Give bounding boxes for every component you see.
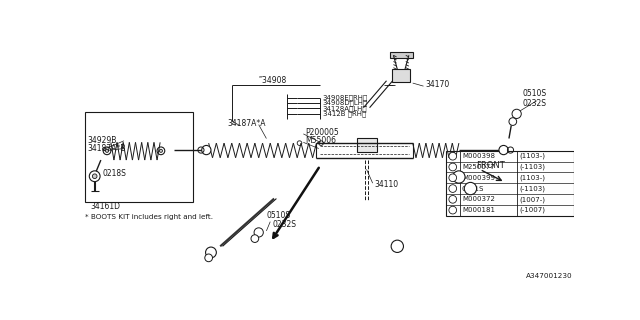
- Text: 34187A*B: 34187A*B: [88, 144, 126, 153]
- Circle shape: [512, 109, 521, 118]
- Text: 1: 1: [451, 208, 454, 212]
- Text: (-1103): (-1103): [520, 185, 546, 192]
- Bar: [390, 52, 413, 59]
- Text: 3: 3: [451, 164, 455, 170]
- Circle shape: [464, 182, 477, 195]
- Bar: [392, 69, 410, 82]
- Circle shape: [452, 171, 465, 183]
- Text: (-1007): (-1007): [520, 207, 546, 213]
- Circle shape: [449, 206, 456, 214]
- Circle shape: [90, 171, 100, 182]
- Circle shape: [159, 149, 163, 152]
- Circle shape: [205, 254, 212, 262]
- Text: P200005: P200005: [305, 128, 339, 137]
- Circle shape: [449, 163, 456, 171]
- Text: 34170: 34170: [426, 80, 450, 89]
- Text: 34161D: 34161D: [91, 202, 121, 211]
- Circle shape: [449, 196, 456, 203]
- Text: (-1103): (-1103): [520, 164, 546, 170]
- Circle shape: [92, 174, 97, 179]
- Text: 34128A〈LH〉: 34128A〈LH〉: [323, 105, 367, 112]
- Text: M55006: M55006: [305, 136, 336, 145]
- Bar: [86, 112, 193, 203]
- Text: A347001230: A347001230: [526, 273, 573, 278]
- Circle shape: [254, 228, 263, 237]
- Text: 34929B: 34929B: [88, 136, 117, 145]
- Text: 2: 2: [468, 184, 473, 193]
- Text: 0232S: 0232S: [522, 99, 546, 108]
- Text: 0101S: 0101S: [462, 186, 484, 192]
- Text: M000181: M000181: [462, 207, 495, 213]
- Circle shape: [251, 235, 259, 243]
- Circle shape: [449, 174, 456, 182]
- Bar: [446, 151, 575, 215]
- Text: 1: 1: [451, 197, 454, 202]
- Circle shape: [449, 185, 456, 192]
- Text: 1: 1: [456, 172, 461, 181]
- Text: 2: 2: [451, 175, 455, 180]
- Circle shape: [106, 149, 109, 152]
- Text: 34110: 34110: [374, 180, 398, 189]
- Bar: [357, 139, 376, 152]
- Text: 0218S: 0218S: [102, 169, 126, 178]
- Circle shape: [205, 247, 216, 258]
- Text: 0232S: 0232S: [273, 220, 296, 229]
- Text: 34187A*A: 34187A*A: [228, 119, 266, 128]
- Text: * BOOTS KIT includes right and left.: * BOOTS KIT includes right and left.: [86, 214, 214, 220]
- Circle shape: [202, 145, 211, 155]
- Text: M000398: M000398: [462, 153, 495, 159]
- Text: 34908D〈LH〉: 34908D〈LH〉: [323, 100, 368, 106]
- Circle shape: [391, 240, 403, 252]
- Text: 3: 3: [395, 242, 400, 251]
- Text: 2: 2: [451, 186, 455, 191]
- Text: M000399: M000399: [462, 175, 495, 181]
- Text: (1103-): (1103-): [520, 153, 546, 159]
- Text: (1007-): (1007-): [520, 196, 546, 203]
- Text: M000372: M000372: [462, 196, 495, 202]
- Text: 0510S: 0510S: [266, 211, 291, 220]
- Circle shape: [499, 145, 508, 155]
- Text: 3: 3: [451, 154, 455, 159]
- Text: ‴34908: ‴34908: [259, 76, 287, 85]
- Text: 34908E〈RH〉: 34908E〈RH〉: [323, 94, 368, 101]
- Text: 3412B 〈RH〉: 3412B 〈RH〉: [323, 110, 366, 117]
- Text: (1103-): (1103-): [520, 174, 546, 181]
- Text: M250077: M250077: [462, 164, 495, 170]
- Text: 0510S: 0510S: [522, 89, 546, 98]
- Circle shape: [449, 152, 456, 160]
- Text: FRONT: FRONT: [476, 161, 504, 170]
